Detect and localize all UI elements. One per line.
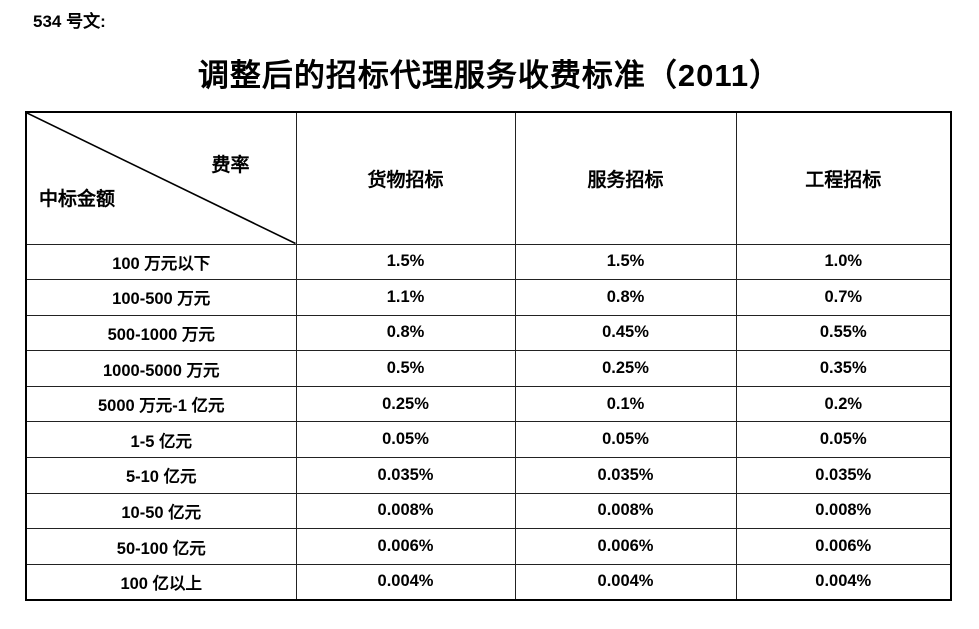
table-row: 100-500 万元 1.1% 0.8% 0.7% [25, 279, 952, 316]
fee-value: 0.55% [735, 314, 952, 352]
page-title: 调整后的招标代理服务收费标准（2011） [197, 58, 782, 93]
row-label: 1000-5000 万元 [25, 350, 297, 387]
table-row: 100 亿以上 0.004% 0.004% 0.004% [25, 563, 952, 601]
fee-value: 0.8% [514, 279, 737, 316]
fee-value: 0.05% [735, 421, 952, 459]
row-label: 10-50 亿元 [25, 492, 297, 530]
fee-value: 0.25% [295, 385, 516, 423]
corner-label-fee-rate: 费率 [211, 155, 250, 176]
row-label: 5000 万元-1 亿元 [25, 385, 297, 423]
fee-value: 0.035% [735, 457, 952, 494]
row-label: 5-10 亿元 [25, 457, 297, 494]
fee-value: 0.008% [514, 492, 737, 530]
fee-value: 0.35% [735, 350, 952, 387]
header-row: 费率 中标金额 货物招标 服务招标 工程招标 [25, 111, 952, 245]
fee-value: 0.05% [295, 421, 516, 459]
table-row: 500-1000 万元 0.8% 0.45% 0.55% [25, 314, 952, 352]
table-row: 50-100 亿元 0.006% 0.006% 0.006% [25, 528, 952, 565]
row-label: 1-5 亿元 [25, 421, 297, 459]
column-header-services: 服务招标 [514, 111, 737, 245]
fee-value: 0.05% [514, 421, 737, 459]
fee-value: 0.7% [735, 279, 952, 316]
table-row: 5-10 亿元 0.035% 0.035% 0.035% [25, 457, 952, 494]
fee-value: 1.0% [735, 243, 952, 281]
fee-value: 0.2% [735, 385, 952, 423]
fee-value: 0.8% [295, 314, 516, 352]
fee-value: 0.45% [514, 314, 737, 352]
fee-value: 0.004% [295, 563, 516, 601]
corner-header-cell: 费率 中标金额 [25, 111, 297, 245]
diagonal-divider-line [27, 113, 296, 244]
table-row: 1-5 亿元 0.05% 0.05% 0.05% [25, 421, 952, 459]
row-label: 100-500 万元 [25, 279, 297, 316]
fee-rate-table: 费率 中标金额 货物招标 服务招标 工程招标 100 万元以下 1.5% 1.5… [25, 111, 952, 601]
table-header: 费率 中标金额 货物招标 服务招标 工程招标 [25, 111, 952, 245]
fee-value: 0.25% [514, 350, 737, 387]
fee-value: 0.004% [514, 563, 737, 601]
fee-value: 0.004% [735, 563, 952, 601]
fee-value: 0.008% [735, 492, 952, 530]
corner-label-bid-amount: 中标金额 [39, 188, 116, 210]
table-row: 5000 万元-1 亿元 0.25% 0.1% 0.2% [25, 385, 952, 423]
row-label: 500-1000 万元 [25, 314, 297, 352]
table-row: 100 万元以下 1.5% 1.5% 1.0% [25, 243, 952, 281]
fee-value: 0.006% [514, 528, 737, 565]
column-header-engineering: 工程招标 [735, 111, 952, 245]
table-row: 1000-5000 万元 0.5% 0.25% 0.35% [25, 350, 952, 387]
row-label: 100 亿以上 [25, 563, 297, 601]
fee-value: 1.1% [295, 279, 516, 316]
fee-value: 0.006% [295, 528, 516, 565]
doc-number-label: 534 号文: [33, 12, 106, 31]
fee-value: 0.1% [514, 385, 737, 423]
row-label: 100 万元以下 [25, 243, 297, 281]
fee-value: 1.5% [295, 243, 516, 281]
fee-value: 0.006% [735, 528, 952, 565]
table-body: 100 万元以下 1.5% 1.5% 1.0% 100-500 万元 1.1% … [25, 243, 952, 601]
fee-value: 0.035% [514, 457, 737, 494]
fee-value: 0.5% [295, 350, 516, 387]
table-row: 10-50 亿元 0.008% 0.008% 0.008% [25, 492, 952, 530]
fee-value: 0.035% [295, 457, 516, 494]
fee-value: 0.008% [295, 492, 516, 530]
column-header-goods: 货物招标 [295, 111, 516, 245]
fee-value: 1.5% [514, 243, 737, 281]
row-label: 50-100 亿元 [25, 528, 297, 565]
